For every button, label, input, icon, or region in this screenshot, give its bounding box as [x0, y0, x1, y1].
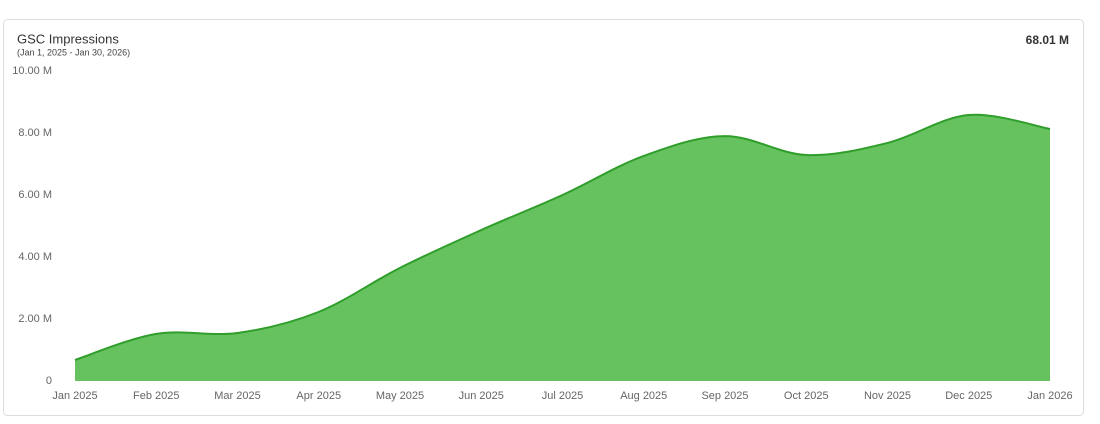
- x-tick-label: Jan 2026: [1027, 390, 1072, 402]
- y-tick-label: 10.00 M: [12, 65, 52, 77]
- y-tick-label: 8.00 M: [18, 127, 52, 139]
- chart-title: GSC Impressions: [17, 31, 119, 46]
- total: 68.01 M: [1026, 33, 1069, 47]
- x-tick-label: Nov 2025: [864, 390, 911, 402]
- x-tick-label: Jul 2025: [542, 390, 584, 402]
- x-tick-label: Feb 2025: [133, 390, 179, 402]
- x-tick-label: Dec 2025: [945, 390, 992, 402]
- area: [75, 114, 1050, 382]
- x-tick-label: Mar 2025: [214, 390, 260, 402]
- y-tick-label: 0: [46, 375, 52, 387]
- y-tick-label: 4.00 M: [18, 251, 52, 263]
- x-tick-label: Sep 2025: [701, 390, 748, 402]
- x-tick-label: Jan 2025: [52, 390, 97, 402]
- line: [74, 113, 1051, 361]
- x-tick-label: Apr 2025: [296, 390, 341, 402]
- y-tick-label: 2.00 M: [18, 313, 52, 325]
- chart-subtitle: (Jan 1, 2025 - Jan 30, 2026): [17, 47, 130, 57]
- x-tick-label: Oct 2025: [784, 390, 829, 402]
- y-tick-label: 6.00 M: [18, 189, 52, 201]
- x-tick-label: May 2025: [376, 390, 424, 402]
- x-tick-label: Jun 2025: [459, 390, 504, 402]
- x-tick-label: Aug 2025: [620, 390, 667, 402]
